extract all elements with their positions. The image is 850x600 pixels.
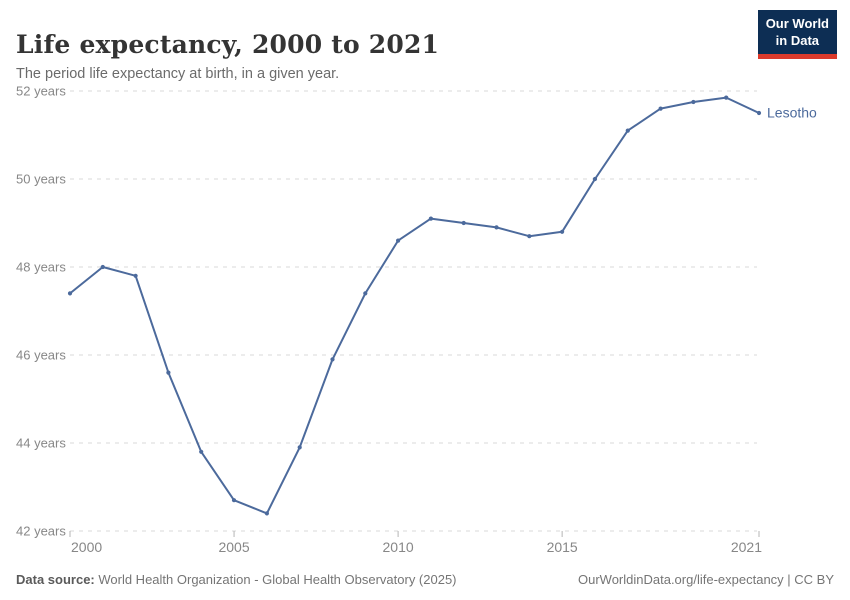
data-point[interactable] — [199, 449, 204, 454]
page-title: Life expectancy, 2000 to 2021 — [16, 29, 440, 59]
x-axis-label: 2021 — [731, 539, 762, 555]
data-point[interactable] — [428, 216, 433, 221]
data-point[interactable] — [691, 99, 696, 105]
y-axis-label: 48 years — [16, 260, 66, 275]
data-point[interactable] — [231, 498, 237, 503]
owid-logo[interactable]: Our World in Data — [757, 10, 837, 59]
data-source-label: Data source: — [16, 572, 95, 587]
data-point[interactable] — [592, 176, 598, 182]
x-axis-label: 2005 — [218, 539, 249, 555]
series-line[interactable] — [69, 96, 760, 515]
data-point[interactable] — [461, 220, 466, 226]
data-point[interactable] — [756, 110, 762, 116]
data-point[interactable] — [494, 225, 499, 230]
data-point[interactable] — [100, 264, 105, 270]
y-axis-label: 46 years — [16, 348, 66, 363]
y-axis-label: 50 years — [16, 172, 66, 187]
x-axis-label: 2010 — [383, 539, 414, 555]
y-axis-label: 42 years — [16, 524, 66, 539]
data-point[interactable] — [625, 128, 630, 133]
data-source: Data source: World Health Organization -… — [16, 572, 457, 587]
series-label[interactable]: Lesotho — [767, 105, 817, 121]
footer: Data source: World Health Organization -… — [16, 572, 834, 587]
data-point[interactable] — [133, 273, 138, 278]
data-point[interactable] — [527, 234, 532, 239]
credit-link[interactable]: OurWorldinData.org/life-expectancy | CC … — [577, 572, 834, 587]
data-point[interactable] — [264, 511, 269, 516]
data-point[interactable] — [658, 106, 663, 111]
data-point[interactable] — [724, 95, 729, 100]
data-point[interactable] — [330, 357, 335, 362]
data-point[interactable] — [67, 291, 73, 296]
y-axis-label: 44 years — [16, 436, 66, 451]
data-point[interactable] — [363, 291, 368, 296]
data-point[interactable] — [396, 238, 401, 243]
chart-subtitle: The period life expectancy at birth, in … — [16, 65, 340, 82]
x-axis-label: 2015 — [547, 539, 578, 555]
owid-logo-line1: Our World — [765, 16, 829, 31]
owid-logo-line2: in Data — [775, 32, 820, 48]
x-axis-label: 2000 — [71, 539, 102, 555]
data-point[interactable] — [297, 445, 302, 450]
data-point[interactable] — [166, 370, 171, 375]
data-point[interactable] — [560, 229, 565, 234]
y-axis-label: 52 years — [16, 84, 66, 99]
data-source-text: World Health Organization - Global Healt… — [94, 572, 457, 587]
